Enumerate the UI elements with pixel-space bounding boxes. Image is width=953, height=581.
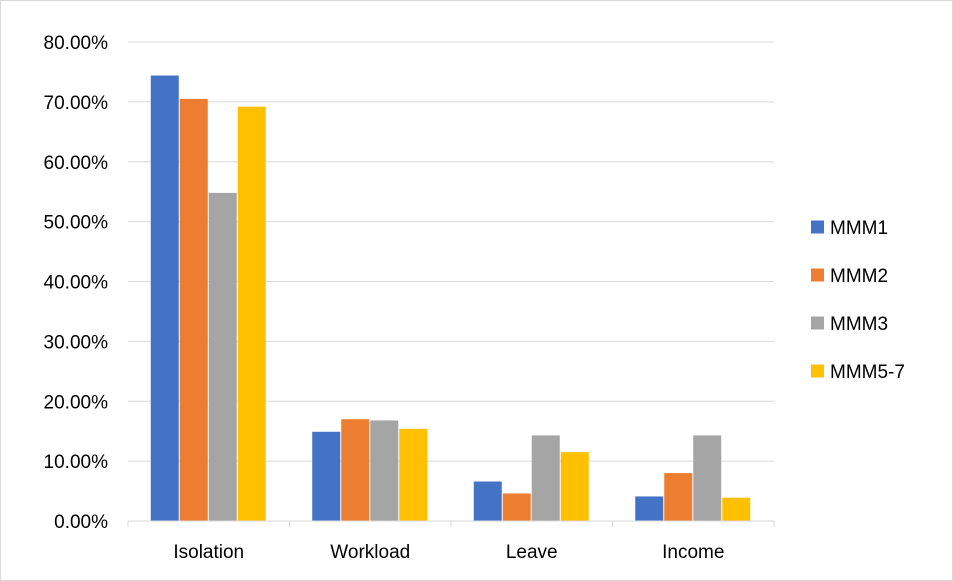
axes: [127, 520, 775, 527]
y-tick-label: 10.00%: [44, 452, 109, 473]
bar-mmm3-workload: [370, 420, 399, 521]
legend: MMM1 MMM2 MMM3 MMM5-7: [811, 218, 905, 383]
bar-mmm5-7-isolation: [237, 106, 266, 521]
y-tick-labels: 0.00% 10.00% 20.00% 30.00% 40.00% 50.00% 60.00…: [44, 33, 109, 533]
bar-mmm1-isolation: [150, 75, 179, 521]
bar-mmm3-leave: [531, 435, 560, 521]
bar-mmm1-workload: [312, 431, 341, 521]
legend-label: MMM2: [830, 266, 888, 287]
bar-mmm2-income: [664, 473, 693, 521]
bar-mmm3-isolation: [208, 192, 237, 521]
legend-swatch: [811, 364, 824, 378]
legend-swatch: [811, 268, 824, 282]
bar-mmm2-isolation: [179, 98, 208, 521]
y-tick-label: 30.00%: [44, 332, 109, 353]
y-tick-label: 80.00%: [44, 33, 109, 54]
x-tick-label: Leave: [506, 542, 558, 563]
x-tick-label: Income: [662, 542, 724, 563]
y-tick-label: 60.00%: [44, 153, 109, 174]
bar-mmm5-7-income: [722, 497, 751, 521]
y-tick-label: 20.00%: [44, 392, 109, 413]
y-tick-label: 50.00%: [44, 213, 109, 234]
bar-mmm3-income: [693, 435, 722, 521]
legend-label: MMM5-7: [830, 362, 905, 383]
x-tick-label: Isolation: [173, 542, 244, 563]
bar-mmm1-income: [635, 496, 664, 521]
legend-swatch: [811, 220, 824, 234]
bar-mmm2-workload: [341, 419, 370, 521]
x-tick-label: Workload: [330, 542, 410, 563]
y-tick-label: 70.00%: [44, 93, 109, 114]
x-tick-labels: Isolation Workload Leave Income: [173, 542, 724, 563]
bars: [150, 75, 751, 521]
y-tick-label: 0.00%: [54, 512, 108, 533]
legend-label: MMM3: [830, 314, 888, 335]
bar-mmm2-leave: [502, 493, 531, 521]
y-tick-label: 40.00%: [44, 273, 109, 294]
bar-mmm5-7-workload: [399, 428, 428, 521]
legend-swatch: [811, 316, 824, 330]
legend-label: MMM1: [830, 218, 888, 239]
bar-mmm5-7-leave: [560, 452, 589, 521]
bar-mmm1-leave: [473, 481, 502, 521]
